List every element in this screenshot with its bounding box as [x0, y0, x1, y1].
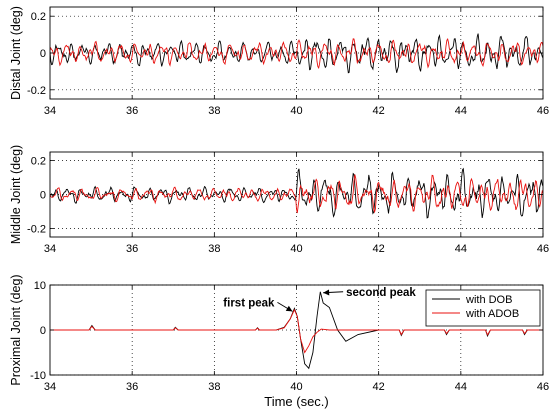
x-tick-label: 44: [455, 105, 467, 117]
y-axis-label: Middle Joint (deg): [9, 145, 23, 244]
annotation-first-peak: first peak: [223, 297, 275, 309]
series-line-dob: [50, 167, 543, 219]
y-tick-label: -10: [30, 370, 46, 382]
y-tick-label: -0.2: [27, 224, 46, 236]
x-tick-label: 46: [537, 105, 549, 117]
distal-joint-panel: 34 36 38 40 42 44 46 0.2 0 -0.2 Distal Joint (deg): [9, 6, 549, 117]
x-tick-label: 40: [290, 381, 302, 393]
y-tick-label: 0.2: [31, 11, 46, 23]
x-tick-label: 36: [126, 243, 138, 255]
x-tick-label: 40: [290, 243, 302, 255]
series-line-adob: [50, 308, 543, 354]
y-axis-label: Distal Joint (deg): [9, 6, 23, 100]
x-tick-label: 44: [455, 243, 467, 255]
x-tick-label: 38: [208, 243, 220, 255]
legend-label-dob: with DOB: [465, 294, 512, 306]
y-tick-label: 0: [40, 325, 46, 337]
y-tick-label: 10: [34, 280, 46, 292]
x-axis-label: Time (sec.): [264, 394, 329, 409]
x-tick-label: 34: [44, 105, 56, 117]
middle-joint-panel: 34 36 38 40 42 44 46 0.2 0 -0.2 Middle Joint (deg): [9, 145, 549, 255]
series-line-adob: [50, 174, 543, 214]
y-axis-label: Proximal Joint (deg): [9, 274, 23, 385]
x-tick-label: 42: [373, 105, 385, 117]
x-tick-label: 36: [126, 381, 138, 393]
x-tick-label: 38: [208, 381, 220, 393]
annotation-second-peak: second peak: [346, 287, 416, 299]
y-tick-label: 0.2: [31, 156, 46, 168]
x-tick-label: 46: [537, 381, 549, 393]
y-tick-label: -0.2: [27, 85, 46, 97]
legend-box: [425, 289, 541, 327]
annotation-arrowhead: [323, 289, 330, 296]
legend-label-adob: with ADOB: [465, 308, 519, 320]
y-tick-label: 0: [40, 190, 46, 202]
x-tick-label: 34: [44, 243, 56, 255]
x-tick-label: 36: [126, 105, 138, 117]
series-line-adob: [50, 38, 543, 70]
x-tick-label: 42: [373, 381, 385, 393]
legend: with DOB with ADOB: [425, 289, 541, 327]
proximal-joint-panel: 34 36 38 40 42 44 46 10 0 -10 Proximal Joint (deg)…: [9, 274, 549, 409]
x-tick-label: 44: [455, 381, 467, 393]
x-tick-label: 46: [537, 243, 549, 255]
x-tick-label: 42: [373, 243, 385, 255]
annotation-arrowhead: [285, 305, 293, 312]
y-tick-label: 0: [40, 48, 46, 60]
x-tick-label: 34: [44, 381, 56, 393]
x-tick-label: 38: [208, 105, 220, 117]
x-tick-label: 40: [290, 105, 302, 117]
